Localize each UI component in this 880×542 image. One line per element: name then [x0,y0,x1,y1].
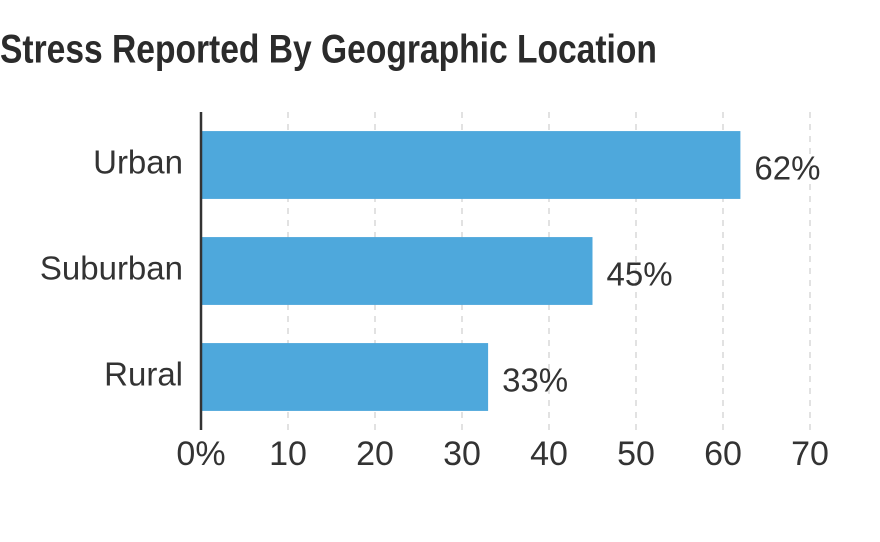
x-tick-label: 10 [269,435,307,473]
value-label: 45% [607,256,673,293]
x-tick-label: 30 [443,435,481,473]
value-label: 33% [502,362,568,399]
bar [201,237,593,305]
bar [201,131,741,199]
x-tick-label: 70 [791,435,829,473]
y-tick-label: Suburban [40,250,183,287]
chart-title: Stress Reported By Geographic Location [0,27,657,71]
bar [201,343,489,411]
y-tick-label: Rural [104,356,183,393]
x-tick-label: 0% [176,435,225,473]
value-label: 62% [754,150,820,187]
y-tick-label: Urban [93,144,183,181]
x-tick-label: 50 [617,435,655,473]
x-tick-label: 20 [356,435,394,473]
x-tick-label: 60 [704,435,742,473]
x-tick-label: 40 [530,435,568,473]
